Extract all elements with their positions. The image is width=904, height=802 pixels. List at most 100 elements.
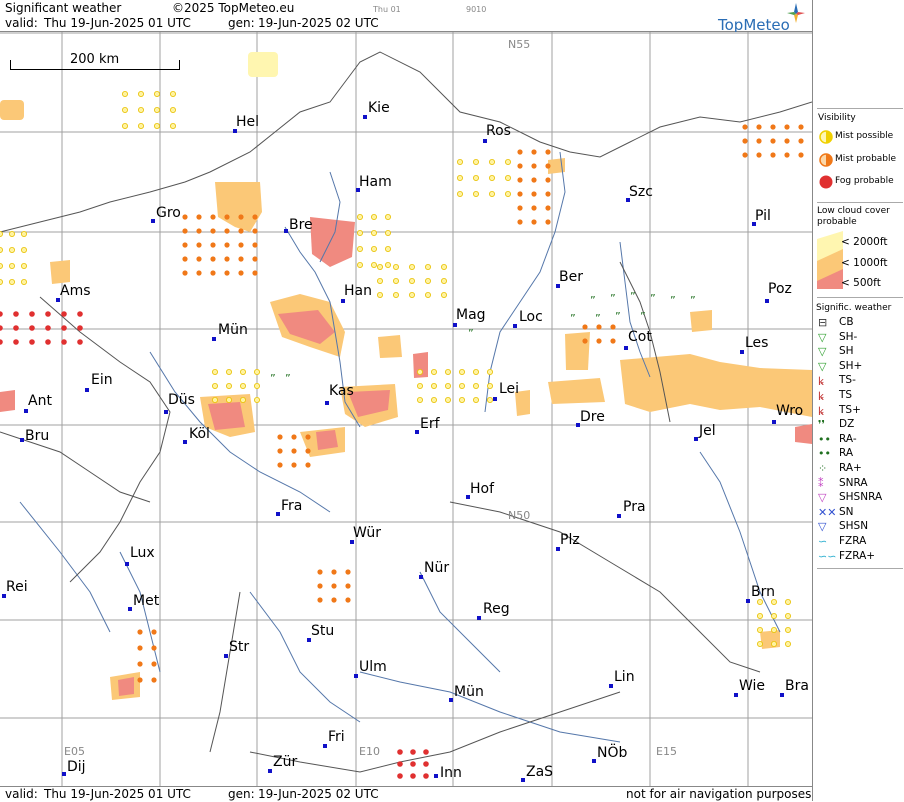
disclaimer: not for air navigation purposes (626, 787, 812, 801)
fog-marker (397, 773, 403, 779)
mist-probable-marker (798, 124, 804, 130)
city-label: Bru (25, 428, 50, 444)
mist-possible-marker (376, 277, 383, 284)
city-label: Köl (189, 426, 210, 442)
mist-possible-marker (486, 382, 493, 389)
mist-possible-marker (225, 368, 232, 375)
city-marker (483, 139, 487, 143)
city-marker (780, 693, 784, 697)
city-label: Han (344, 283, 372, 299)
mist-probable-marker (238, 228, 244, 234)
fog-marker (77, 339, 83, 345)
city-marker (354, 674, 358, 678)
mist-probable-marker (756, 138, 762, 144)
mist-probable-marker (252, 256, 258, 262)
mist-possible-marker (20, 262, 27, 269)
fog-marker (397, 761, 403, 767)
fog-marker (397, 749, 403, 755)
legend-divider (817, 297, 903, 298)
mist-probable-marker (517, 163, 523, 169)
fog-marker (13, 325, 19, 331)
footer-valid-value: Thu 19-Jun-2025 01 UTC (44, 787, 191, 801)
mist-possible-marker (169, 123, 176, 130)
grid-label-n50: N50 (508, 509, 531, 522)
mist-possible-marker (440, 277, 447, 284)
mist-probable-marker (742, 124, 748, 130)
compass-logo-icon (787, 3, 805, 23)
mist-possible-marker (211, 382, 218, 389)
legend-sigwx-label: TS (839, 389, 853, 401)
footer-gen-value: 19-Jun-2025 02 UTC (258, 787, 379, 801)
fog-marker (410, 761, 416, 767)
mist-possible-marker (757, 627, 764, 634)
copyright: ©2025 TopMeteo.eu (172, 1, 295, 15)
freezing-rain-heavy-icon: ∽∽ (818, 549, 837, 563)
mist-probable-marker (137, 677, 143, 683)
city-marker (151, 219, 155, 223)
legend-sigwx-label: RA- (839, 432, 857, 445)
mist-probable-marker (182, 242, 188, 248)
city-label: Gro (156, 205, 181, 221)
thunderstorm-light-icon: ꝃ (818, 375, 824, 389)
mist-probable-marker (224, 214, 230, 220)
mist-probable-marker (224, 256, 230, 262)
mist-probable-marker (317, 597, 323, 603)
valid-value: Thu 19-Jun-2025 01 UTC (44, 16, 191, 30)
city-label: Wür (353, 525, 381, 541)
mist-probable-marker (531, 205, 537, 211)
mist-probable-marker (517, 205, 523, 211)
mist-probable-marker (224, 270, 230, 276)
footer-bar: valid: Thu 19-Jun-2025 01 UTC gen: 19-Ju… (0, 786, 812, 802)
mist-possible-marker (785, 641, 792, 648)
city-marker (752, 222, 756, 226)
snow-rain-icon: ⁑ (818, 476, 824, 490)
city-marker (609, 684, 613, 688)
mist-probable-marker (196, 270, 202, 276)
legend-cloud-2000: < 2000ft (841, 236, 888, 248)
fog-marker (423, 773, 429, 779)
rain-icon: •• (818, 447, 831, 461)
mist-probable-marker (224, 228, 230, 234)
city-label: Lux (130, 545, 155, 561)
mist-possible-marker (771, 599, 778, 606)
mist-probable-marker (210, 270, 216, 276)
mist-possible-marker (376, 291, 383, 298)
mist-possible-marker (370, 229, 377, 236)
fog-marker (410, 749, 416, 755)
map-area[interactable]: ” ” ” ” ” ” ” ” ” ” ” ” ” 200 km N55 N50 E05 E10 E15… (0, 32, 812, 786)
mist-probable-marker (545, 205, 551, 211)
city-label: NÖb (597, 745, 628, 761)
mist-possible-marker (488, 190, 495, 197)
mist-possible-marker (504, 174, 511, 181)
mist-possible-marker (486, 396, 493, 403)
mist-possible-marker (416, 396, 423, 403)
mist-probable-marker (345, 569, 351, 575)
city-label: Lei (499, 381, 520, 397)
mist-probable-marker (770, 124, 776, 130)
mist-probable-marker (196, 228, 202, 234)
mist-probable-marker (305, 448, 311, 454)
city-label: Ein (91, 372, 113, 388)
legend-sigwx-label: RA (839, 447, 854, 460)
mist-possible-marker (444, 368, 451, 375)
legend-mist-probable: Mist probable (835, 154, 897, 164)
mist-possible-marker (169, 91, 176, 98)
legend-divider (817, 202, 903, 203)
mist-probable-marker (182, 256, 188, 262)
mist-probable-marker (610, 338, 616, 344)
city-marker (434, 774, 438, 778)
city-label: Bra (785, 678, 809, 694)
mist-possible-marker (392, 277, 399, 284)
mist-possible-marker (122, 91, 129, 98)
legend-sigwx-label: FZRA (839, 535, 867, 547)
city-marker (268, 769, 272, 773)
mist-possible-marker (225, 396, 232, 403)
mist-possible-marker (458, 382, 465, 389)
fog-marker (61, 325, 67, 331)
mist-probable-marker (305, 462, 311, 468)
borders (0, 51, 812, 773)
mist-probable-marker (517, 219, 523, 225)
snow-rain-shower-icon: ▽ (818, 491, 827, 505)
legend-sigwx-label: TS+ (839, 403, 861, 416)
mist-possible-marker (370, 245, 377, 252)
